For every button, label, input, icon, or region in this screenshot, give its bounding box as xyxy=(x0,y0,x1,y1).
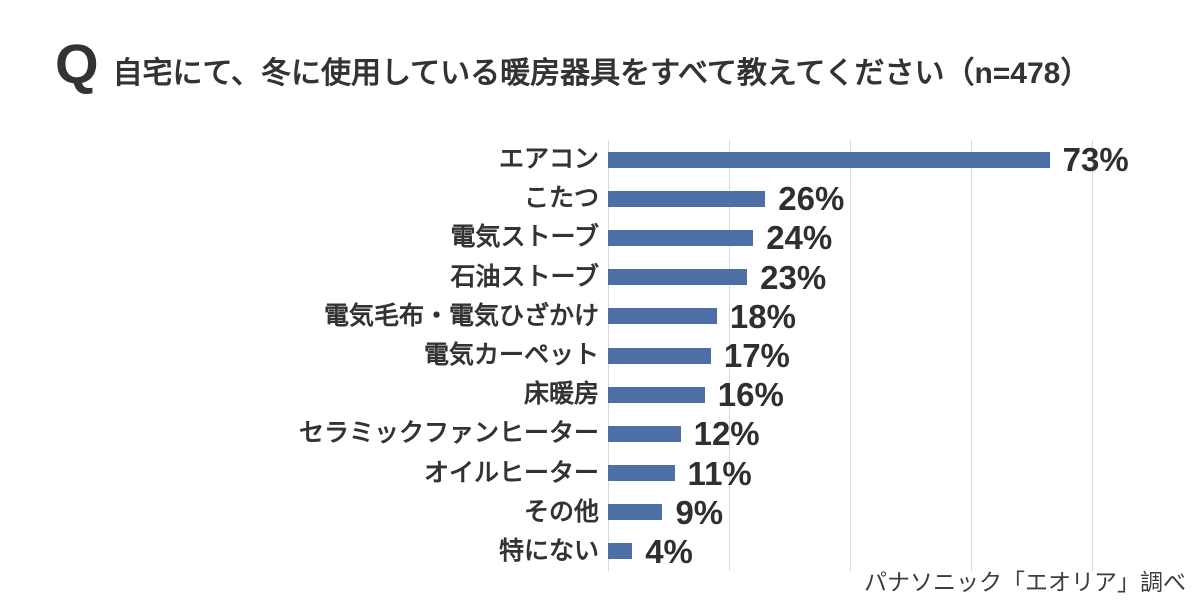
bar-row: 24% xyxy=(608,218,1092,257)
bar xyxy=(608,151,1050,168)
category-label: 特にない xyxy=(498,536,599,565)
source-note: パナソニック「エオリア」調べ xyxy=(864,569,1186,595)
value-label: 9% xyxy=(675,493,724,531)
category-label: 電気カーペット xyxy=(423,341,599,370)
value-label: 23% xyxy=(760,258,827,296)
bar xyxy=(608,269,748,286)
value-label: 12% xyxy=(693,415,760,453)
bar xyxy=(608,543,633,560)
bar-rows: 73% 26% 24% 23% 18% 17% 16% 12% 11% 9% 4% xyxy=(608,140,1129,571)
category-label: 電気毛布・電気ひざかけ xyxy=(323,301,599,330)
bar-row: 16% xyxy=(608,375,1092,414)
gridline-60 xyxy=(971,140,972,571)
question-mark-label: Q xyxy=(55,32,99,95)
bar-row: 4% xyxy=(608,532,1092,571)
category-label: エアコン xyxy=(498,145,599,174)
value-label: 73% xyxy=(1062,141,1129,179)
bar-row: 12% xyxy=(608,414,1092,453)
value-label: 26% xyxy=(778,180,845,218)
bar-row: 18% xyxy=(608,297,1092,336)
bar xyxy=(608,465,675,482)
value-label: 17% xyxy=(723,337,790,375)
value-label: 24% xyxy=(766,219,833,257)
chart-title: Q 自宅にて、冬に使用している暖房器具をすべて教えてください（n=478） xyxy=(55,36,1090,92)
bar-chart-plot-area: 73% 26% 24% 23% 18% 17% 16% 12% 11% 9% 4% xyxy=(608,140,1129,571)
gridline-20 xyxy=(729,140,730,571)
category-label: その他 xyxy=(523,497,599,526)
bar xyxy=(608,504,663,521)
bar-row: 23% xyxy=(608,258,1092,297)
value-label: 4% xyxy=(645,532,693,570)
bar-row: 26% xyxy=(608,179,1092,218)
value-label: 18% xyxy=(729,297,796,335)
bar-row: 17% xyxy=(608,336,1092,375)
category-label: セラミックファンヒーター xyxy=(298,419,599,448)
value-label: 16% xyxy=(717,376,784,414)
bar xyxy=(608,386,705,403)
bar xyxy=(608,347,711,364)
bar xyxy=(608,190,766,207)
category-label: 床暖房 xyxy=(523,380,599,409)
category-label: こたつ xyxy=(523,184,599,213)
category-labels-column: エアコンこたつ電気ストーブ 石油ストーブ電気毛布・電気ひざかけ電気カーペット床暖房… xyxy=(0,140,599,571)
category-label: 石油ストーブ xyxy=(450,262,599,291)
bar xyxy=(608,308,717,325)
bar-row: 9% xyxy=(608,493,1092,532)
bar-row: 11% xyxy=(608,454,1092,493)
value-label: 11% xyxy=(687,454,752,492)
category-label: 電気ストーブ xyxy=(450,223,599,252)
question-title-text: 自宅にて、冬に使用している暖房器具をすべて教えてください（n=478） xyxy=(112,57,1091,90)
bar xyxy=(608,229,754,246)
gridline-40 xyxy=(850,140,851,571)
bar xyxy=(608,425,681,442)
bar-row: 73% xyxy=(608,140,1129,179)
category-label: オイルヒーター xyxy=(423,458,599,487)
gridline-80 xyxy=(1092,140,1093,571)
